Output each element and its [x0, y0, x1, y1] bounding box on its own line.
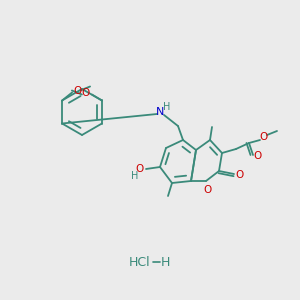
Text: O: O: [82, 88, 90, 98]
Text: O: O: [136, 164, 144, 174]
Text: O: O: [253, 151, 261, 161]
Text: O: O: [235, 170, 243, 180]
Text: H: H: [131, 171, 139, 181]
Text: HCl: HCl: [129, 256, 151, 268]
Text: O: O: [260, 132, 268, 142]
Text: N: N: [156, 107, 164, 117]
Text: O: O: [203, 185, 211, 195]
Text: H: H: [163, 102, 171, 112]
Text: H: H: [160, 256, 170, 268]
Text: O: O: [73, 86, 81, 97]
